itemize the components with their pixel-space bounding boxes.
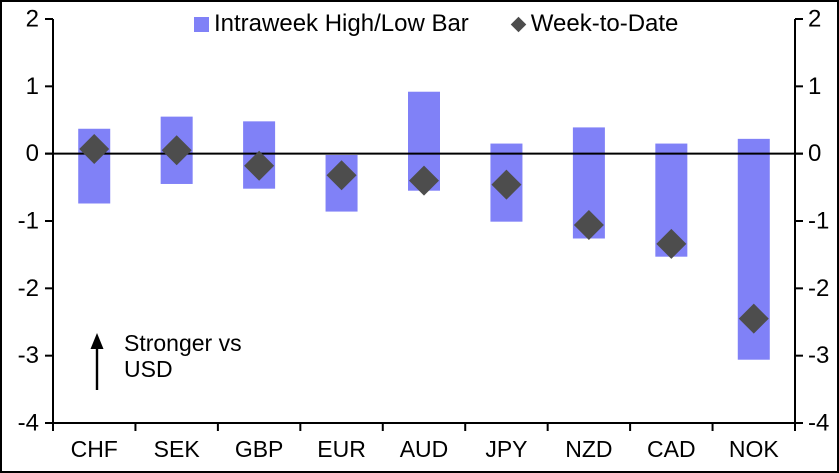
y-tick-label-left--1: -1: [18, 208, 39, 235]
y-tick-label-right--4: -4: [808, 410, 829, 437]
week-to-date-marker-SEK: [161, 135, 192, 166]
stronger-vs-usd-annotation: Stronger vs USD: [88, 330, 274, 392]
category-label-AUD: AUD: [400, 436, 449, 462]
week-to-date-marker-NOK: [738, 303, 769, 334]
category-label-JPY: JPY: [485, 436, 527, 462]
week-to-date-marker-CHF: [79, 133, 110, 164]
y-tick-label-right--2: -2: [808, 275, 829, 302]
week-to-date-marker-JPY: [491, 169, 522, 200]
y-tick-label-right--3: -3: [808, 342, 829, 369]
up-arrow-icon: [90, 333, 104, 390]
y-tick-label-left--3: -3: [18, 342, 39, 369]
y-tick-label-right-0: 0: [808, 140, 821, 167]
category-label-NOK: NOK: [729, 436, 780, 462]
category-label-GBP: GBP: [235, 436, 284, 462]
y-tick-label-left--4: -4: [18, 410, 39, 437]
annotation-text: Stronger vs USD: [124, 330, 242, 382]
chart-legend: Intraweek High/Low Bar Week-to-Date: [194, 10, 678, 38]
week-to-date-marker-NZD: [573, 210, 604, 241]
y-tick-label-right--1: -1: [808, 208, 829, 235]
week-to-date-marker-CAD: [656, 228, 687, 259]
category-label-CHF: CHF: [71, 436, 118, 462]
legend-item-intraweek-bar: Intraweek High/Low Bar: [194, 10, 469, 38]
y-tick-label-left-1: 1: [26, 73, 39, 100]
week-to-date-marker-AUD: [409, 165, 439, 196]
category-label-CAD: CAD: [647, 436, 696, 462]
y-tick-label-left--2: -2: [18, 275, 39, 302]
legend-label-week-to-date: Week-to-Date: [530, 10, 679, 37]
y-tick-label-left-0: 0: [26, 140, 39, 167]
category-label-EUR: EUR: [317, 436, 366, 462]
legend-item-week-to-date: Week-to-Date: [510, 10, 679, 38]
y-tick-label-left-2: 2: [26, 6, 39, 33]
legend-label-intraweek-bar: Intraweek High/Low Bar: [214, 10, 469, 37]
category-label-SEK: SEK: [154, 436, 201, 462]
week-to-date-marker-GBP: [244, 150, 275, 181]
week-to-date-marker-EUR: [326, 160, 357, 191]
y-tick-label-right-2: 2: [808, 6, 821, 33]
y-tick-label-right-1: 1: [808, 73, 821, 100]
intraweek-bar-swatch-icon: [194, 16, 209, 32]
week-to-date-diamond-swatch-icon: [510, 16, 527, 32]
category-label-NZD: NZD: [565, 436, 612, 462]
